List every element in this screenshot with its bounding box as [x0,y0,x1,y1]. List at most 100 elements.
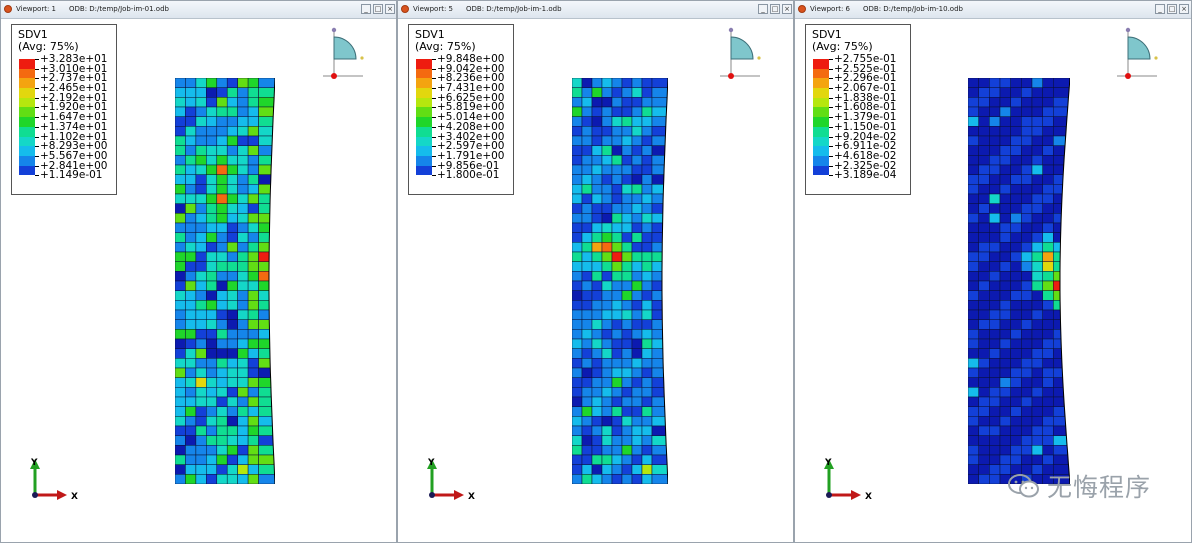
legend-title: SDV1 [18,28,48,41]
legend-value: +1.150e-01 [834,120,897,133]
legend-tick [432,117,436,119]
legend-swatch [19,88,35,98]
legend-value: +2.296e-01 [834,72,897,85]
legend-tick [432,175,436,177]
legend-swatch [416,88,432,98]
legend-tick [35,175,39,177]
legend-swatch [416,146,432,156]
legend-row: +3.283e+01 [18,53,110,69]
legend-swatch [416,78,432,89]
legend-tick [829,97,833,99]
legend-swatch [813,155,829,166]
legend-row: +4.208e+00 [415,122,507,137]
legend-swatch [813,59,829,69]
legend-tick [829,175,833,177]
legend-tick [35,146,39,148]
legend-tick [829,88,833,90]
legend-value: +1.608e-01 [834,101,897,114]
legend-swatch [813,68,829,79]
svg-text:X: X [71,492,78,502]
legend-row: +5.819e+00 [415,101,507,118]
viewport-titlebar[interactable]: Viewport: 5 ODB: D:/temp/Job-im-1.odb _ … [398,1,793,19]
odb-title: ODB: D:/temp/Job-im-10.odb [863,5,963,13]
legend-row: +1.838e-01 [812,91,904,108]
coordinate-triad: YX [30,458,78,502]
legend-row: +1.379e-01 [812,112,904,127]
legend-swatch [416,117,432,127]
legend-tick [432,126,436,128]
legend-row: +2.597e+00 [415,141,507,156]
legend-swatch [19,107,35,118]
legend-tick [432,165,436,167]
legend-row: +6.625e+00 [415,91,507,108]
legend-row: +2.465e+01 [18,83,110,98]
legend-row: +2.192e+01 [18,91,110,108]
abaqus-app-icon [401,5,409,13]
legend-swatch [813,136,829,147]
contour-plot [572,78,668,484]
close-button[interactable]: × [385,4,395,14]
maximize-button[interactable]: □ [373,4,383,14]
legend-swatch [19,155,35,166]
viewport-titlebar[interactable]: Viewport: 6 ODB: D:/temp/Job-im-10.odb _… [795,1,1191,19]
view-orientation-icon[interactable] [323,25,368,81]
viewport-titlebar[interactable]: Viewport: 1 ODB: D:/temp/Job-im-01.odb _… [1,1,396,19]
maximize-button[interactable]: □ [1167,4,1177,14]
legend-tick [829,78,833,80]
viewport-1[interactable]: Viewport: 1 ODB: D:/temp/Job-im-01.odb _… [0,0,397,543]
abaqus-app-icon [798,5,806,13]
legend-value: +3.402e+00 [437,130,505,143]
legend-tick [829,59,833,60]
contour-legend: SDV1 (Avg: 75%) +2.755e-01 +2.525e-01 +2.2… [805,24,911,195]
legend-tick [432,78,436,80]
legend-tick [35,117,39,119]
maximize-button[interactable]: □ [770,4,780,14]
legend-row: +5.014e+00 [415,112,507,127]
legend-tick [432,136,436,138]
close-button[interactable]: × [782,4,792,14]
minimize-button[interactable]: _ [758,4,768,14]
legend-scale: +2.755e-01 +2.525e-01 +2.296e-01 +2.067e-01… [812,54,904,181]
legend-value: +5.819e+00 [437,101,505,114]
close-button[interactable]: × [1179,4,1189,14]
legend-row: +2.325e-02 [812,159,904,176]
legend-swatch [813,117,829,127]
legend-tick [35,126,39,128]
legend-value: +6.625e+00 [437,91,505,104]
legend-tick [35,136,39,138]
legend-swatch [813,107,829,118]
watermark-text: 无悔程序 [1046,473,1151,502]
viewport-title: Viewport: 5 [413,5,453,13]
legend-swatch [19,59,35,69]
contour-plot [175,78,275,484]
legend-swatch [19,146,35,156]
legend-row: +1.920e+01 [18,101,110,118]
svg-text:Y: Y [427,458,435,468]
legend-swatch [416,155,432,166]
svg-text:X: X [865,492,872,502]
legend-tick [35,165,39,167]
legend-row: +2.067e-01 [812,83,904,98]
legend-tick [35,78,39,80]
legend-tick [432,68,436,70]
legend-swatch [19,97,35,108]
viewport-6[interactable]: Viewport: 6 ODB: D:/temp/Job-im-10.odb _… [794,0,1192,543]
legend-title: SDV1 [415,28,445,41]
minimize-button[interactable]: _ [361,4,371,14]
legend-row: +1.608e-01 [812,101,904,118]
view-orientation-icon[interactable] [1117,25,1162,81]
view-orientation-icon[interactable] [720,25,765,81]
legend-value: +1.838e-01 [834,91,897,104]
legend-swatch [416,68,432,79]
legend-tick [829,117,833,119]
viewport-title: Viewport: 6 [810,5,850,13]
legend-value: +2.192e+01 [40,91,108,104]
legend-value: +1.920e+01 [40,101,108,114]
viewport-5[interactable]: Viewport: 5 ODB: D:/temp/Job-im-1.odb _ … [397,0,794,543]
legend-tick [432,146,436,148]
svg-text:X: X [468,492,475,502]
svg-text:Y: Y [824,458,832,468]
legend-value: +3.283e+01 [40,53,108,65]
legend-value: +2.325e-02 [834,159,897,172]
minimize-button[interactable]: _ [1155,4,1165,14]
